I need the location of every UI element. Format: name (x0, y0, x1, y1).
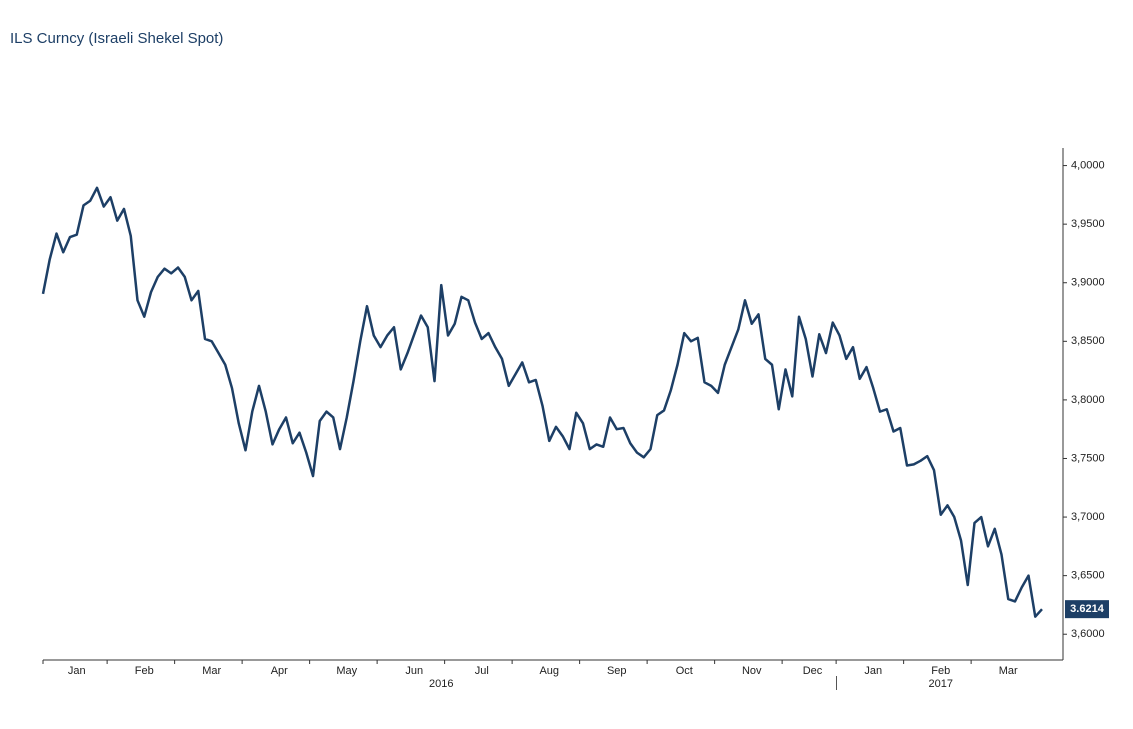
x-tick-label: Feb (135, 665, 154, 677)
year-label: 2017 (929, 678, 953, 690)
y-tick-label: 3,6000 (1071, 628, 1105, 640)
x-tick-label: Nov (742, 665, 762, 677)
x-tick-label: Jan (864, 665, 882, 677)
x-tick-label: Feb (931, 665, 950, 677)
x-tick-label: May (336, 665, 357, 677)
last-value-label: 3.6214 (1070, 603, 1105, 615)
x-tick-label: Dec (803, 665, 823, 677)
y-tick-label: 3,9500 (1071, 218, 1105, 230)
year-label: 2016 (429, 678, 453, 690)
x-tick-label: Oct (676, 665, 693, 677)
x-tick-label: Apr (271, 665, 288, 677)
chart-title: ILS Curncy (Israeli Shekel Spot) (10, 30, 223, 47)
y-tick-label: 3,8500 (1071, 335, 1105, 347)
y-tick-label: 3,7500 (1071, 452, 1105, 464)
last-value-box (1065, 600, 1109, 619)
y-tick-label: 3,6500 (1071, 570, 1105, 582)
x-tick-label: Mar (202, 665, 221, 677)
y-tick-label: 4,0000 (1071, 159, 1105, 171)
x-tick-label: Sep (607, 665, 627, 677)
line-series (41, 186, 1043, 618)
y-tick-label: 3,7000 (1071, 511, 1105, 523)
x-tick-label: Aug (539, 665, 559, 677)
y-tick-label: 3,9000 (1071, 277, 1105, 289)
x-tick-label: Jan (68, 665, 86, 677)
x-tick-label: Mar (999, 665, 1018, 677)
x-tick-label: Jun (405, 665, 423, 677)
y-tick-label: 3,8000 (1071, 394, 1105, 406)
x-tick-label: Jul (475, 665, 489, 677)
